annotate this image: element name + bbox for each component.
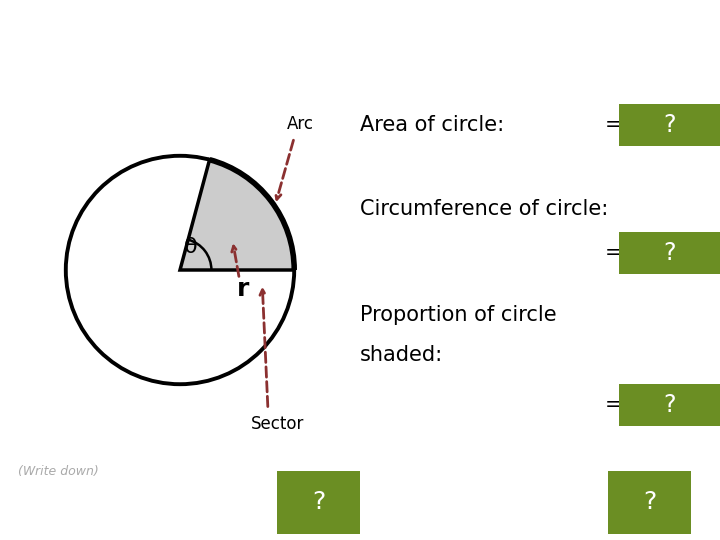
Text: ?: ? [663,113,676,137]
Text: =: = [605,242,622,262]
Wedge shape [180,160,294,270]
FancyBboxPatch shape [619,384,720,426]
Text: (Write down): (Write down) [18,465,99,478]
FancyBboxPatch shape [277,470,360,534]
Text: shaded:: shaded: [360,346,443,366]
Text: Arcs and Sectors: Arcs and Sectors [13,19,276,48]
Text: ?: ? [643,490,657,514]
FancyBboxPatch shape [608,470,691,534]
Text: Area of sector: Area of sector [18,498,174,518]
Text: Proportion of circle: Proportion of circle [360,306,557,326]
Text: θ: θ [184,237,197,257]
Text: =: = [605,115,622,135]
Text: ?: ? [312,490,325,514]
Text: r: r [237,278,249,301]
Text: Sector: Sector [251,415,304,433]
Text: =: = [256,498,274,518]
Text: Area of circle:: Area of circle: [360,115,504,135]
Text: Circumference of circle:: Circumference of circle: [360,199,608,219]
FancyBboxPatch shape [619,232,720,274]
FancyBboxPatch shape [619,104,720,146]
Text: ?: ? [663,393,676,417]
Text: =: = [605,395,622,415]
Text: ?: ? [663,241,676,265]
Text: Length of arc =: Length of arc = [407,498,580,518]
Text: Arc: Arc [287,115,313,133]
